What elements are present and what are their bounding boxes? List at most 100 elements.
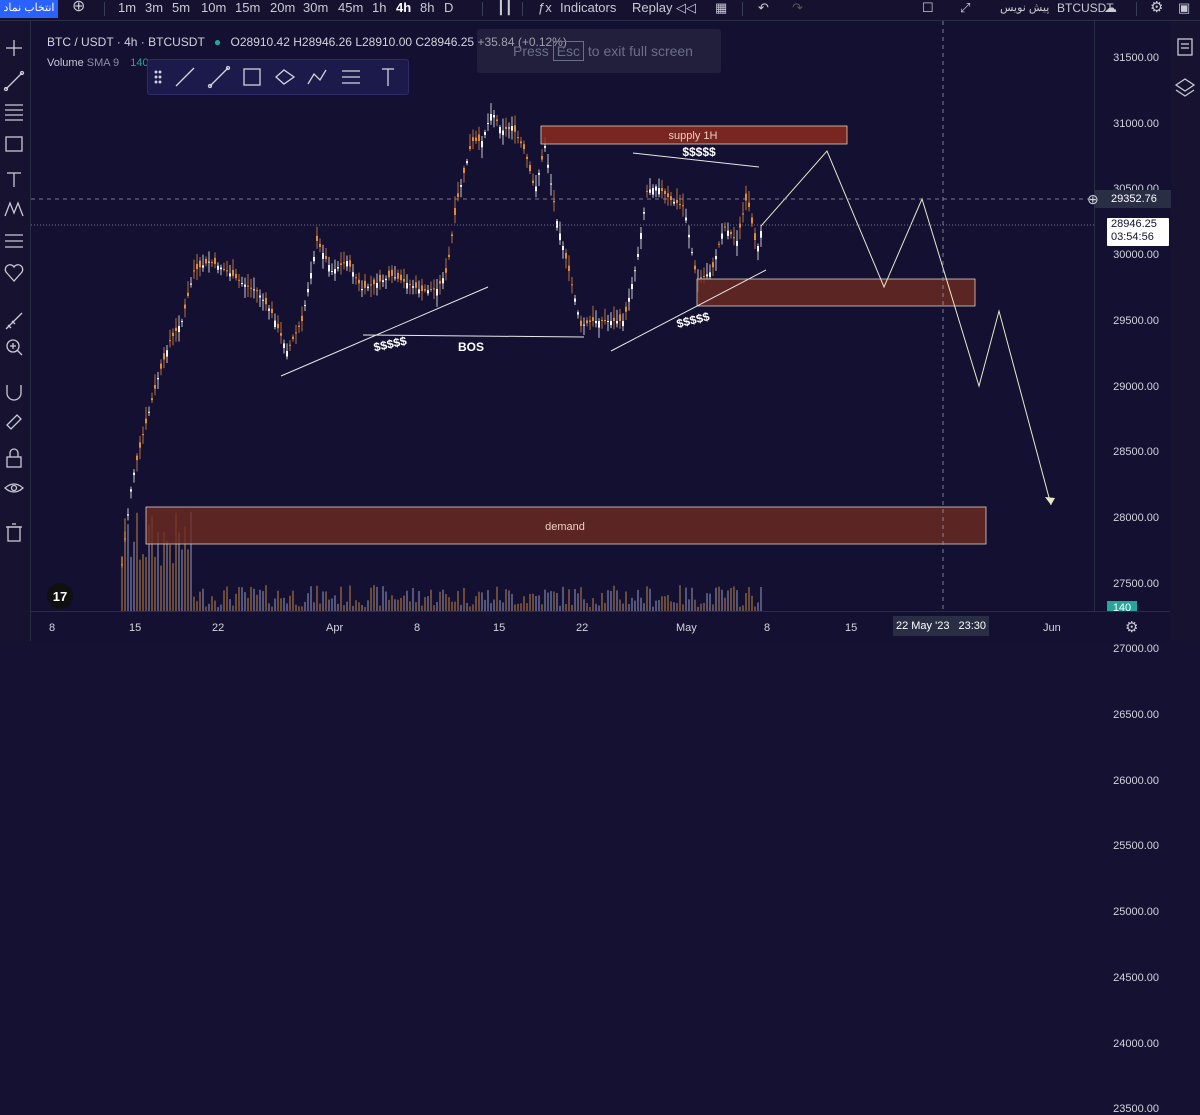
- interval-button[interactable]: 1h: [372, 0, 387, 15]
- candle-body: [361, 289, 363, 291]
- volume-bar: [571, 604, 573, 611]
- window-icon[interactable]: ☐: [922, 0, 934, 15]
- volume-bar: [262, 591, 264, 611]
- volume-bar: [379, 605, 381, 611]
- cloud-save-icon[interactable]: ☁: [1104, 0, 1117, 15]
- camera-icon[interactable]: ▣: [1178, 0, 1191, 15]
- candle-body: [544, 146, 546, 148]
- time-tick-label: 22: [576, 622, 589, 634]
- interval-button[interactable]: D: [444, 0, 454, 15]
- indicators-button[interactable]: Indicators: [560, 0, 617, 15]
- candle-body: [208, 261, 210, 263]
- publish-label[interactable]: پیش نویس: [1000, 2, 1050, 14]
- fullscreen-toast: Press Esc to exit full screen: [477, 29, 721, 73]
- volume-bar: [205, 606, 207, 611]
- legend-pair[interactable]: BTC / USDT · 4h · BTCUSDT: [47, 35, 205, 49]
- candle-body: [547, 164, 549, 168]
- volume-bar: [154, 556, 156, 611]
- candle-body: [655, 186, 657, 191]
- fullscreen-icon[interactable]: ⤢: [960, 0, 971, 15]
- chart-pane[interactable]: supply 1H demand BOS $$$$$ $$$$$ $$$$$ 1…: [31, 21, 1094, 611]
- layout-grid-icon[interactable]: ▦: [715, 0, 728, 15]
- interval-button[interactable]: 45m: [338, 0, 364, 15]
- tradingview-logo-icon[interactable]: 17: [47, 583, 73, 609]
- volume-bar: [535, 595, 537, 611]
- candle-body: [217, 265, 219, 270]
- candle-body: [514, 125, 516, 132]
- price-tick-label: 25000.00: [1113, 906, 1159, 919]
- candle-body: [331, 271, 333, 272]
- candle-body: [145, 418, 147, 424]
- volume-bar: [496, 586, 498, 611]
- axis-settings-gear-icon[interactable]: ⚙: [1125, 619, 1139, 636]
- projection-path[interactable]: [760, 150, 1052, 506]
- volume-legend[interactable]: Volume SMA 9 140: [47, 57, 149, 69]
- volume-bar: [589, 606, 591, 611]
- volume-bar: [742, 605, 744, 611]
- time-axis[interactable]: 8 15 22 Apr 8 15 22 May 8 15 Jun 22 May '23 23:30 …: [31, 611, 1170, 642]
- volume-bar: [331, 598, 333, 611]
- volume-bar: [310, 586, 312, 611]
- candle-type-icon[interactable]: ┃┃: [497, 0, 513, 15]
- chart-symbol-label[interactable]: BTCUSDT: [1057, 1, 1114, 15]
- candle-body: [127, 514, 129, 516]
- volume-bar: [553, 591, 555, 611]
- interval-button[interactable]: 5m: [172, 0, 191, 15]
- trendline-upper[interactable]: [632, 152, 760, 168]
- legend-open: O28910.42: [230, 35, 290, 49]
- liquidity-label-2: $$$$$: [682, 145, 716, 159]
- candle-body: [391, 269, 393, 276]
- trendline-icon: [3, 70, 25, 92]
- replay-button[interactable]: Replay: [632, 0, 673, 15]
- volume-bar: [328, 599, 330, 611]
- volume-bar: [745, 593, 747, 611]
- candle-body: [721, 233, 723, 239]
- candle-body: [598, 321, 600, 328]
- candle-body: [628, 297, 630, 302]
- candle-body: [550, 183, 552, 185]
- replay-icon[interactable]: ◁◁: [676, 0, 696, 15]
- candle-body: [160, 363, 162, 369]
- volume-bar: [292, 590, 294, 611]
- symbol-search-tab[interactable]: انتخاب نماد: [0, 0, 58, 18]
- indicators-icon[interactable]: ƒx: [538, 0, 552, 15]
- interval-button[interactable]: 3m: [145, 0, 164, 15]
- interval-button[interactable]: 30m: [303, 0, 329, 15]
- midzone-box[interactable]: [696, 278, 976, 307]
- candle-body: [736, 241, 738, 246]
- candle-body: [616, 321, 618, 324]
- undo-icon[interactable]: ↶: [758, 0, 769, 15]
- interval-button[interactable]: 15m: [235, 0, 261, 15]
- candle-body: [718, 243, 720, 245]
- candle-body: [526, 156, 528, 159]
- interval-button[interactable]: 4h: [396, 0, 412, 15]
- volume-bar: [610, 590, 612, 611]
- interval-button[interactable]: 10m: [201, 0, 227, 15]
- bos-line[interactable]: [362, 334, 585, 338]
- volume-bar: [352, 605, 354, 611]
- settings-gear-icon[interactable]: ⚙: [1150, 0, 1164, 16]
- interval-button[interactable]: 1m: [118, 0, 137, 15]
- volume-bar: [649, 588, 651, 611]
- candle-body: [706, 274, 708, 277]
- interval-button[interactable]: 20m: [270, 0, 296, 15]
- candle-body: [622, 321, 624, 327]
- add-symbol-icon[interactable]: ⊕: [72, 0, 86, 15]
- demand-zone[interactable]: [145, 506, 987, 545]
- redo-icon[interactable]: ↷: [792, 0, 803, 15]
- candle-body: [685, 217, 687, 221]
- trendline-lower-1[interactable]: [280, 286, 489, 377]
- candle-body: [379, 274, 381, 282]
- volume-bar: [526, 603, 528, 611]
- price-axis[interactable]: 31500.0031000.0030500.0030000.0029500.00…: [1087, 21, 1171, 1115]
- supply-zone[interactable]: [540, 125, 848, 145]
- volume-bar: [478, 591, 480, 611]
- top-toolbar: انتخاب نماد ⊕ 1m 3m 5m 10m 15m 20m 30m 45m 1h 4h 8…: [0, 0, 1200, 21]
- price-chart[interactable]: supply 1H demand BOS $$$$$ $$$$$ $$$$$ 1…: [31, 21, 1094, 611]
- divider: [1136, 2, 1137, 16]
- trendline-lower-2[interactable]: [610, 269, 767, 352]
- volume-bar: [301, 606, 303, 611]
- interval-button[interactable]: 8h: [420, 0, 435, 15]
- candle-body: [205, 258, 207, 264]
- add-alert-icon[interactable]: ⊕: [1087, 191, 1099, 207]
